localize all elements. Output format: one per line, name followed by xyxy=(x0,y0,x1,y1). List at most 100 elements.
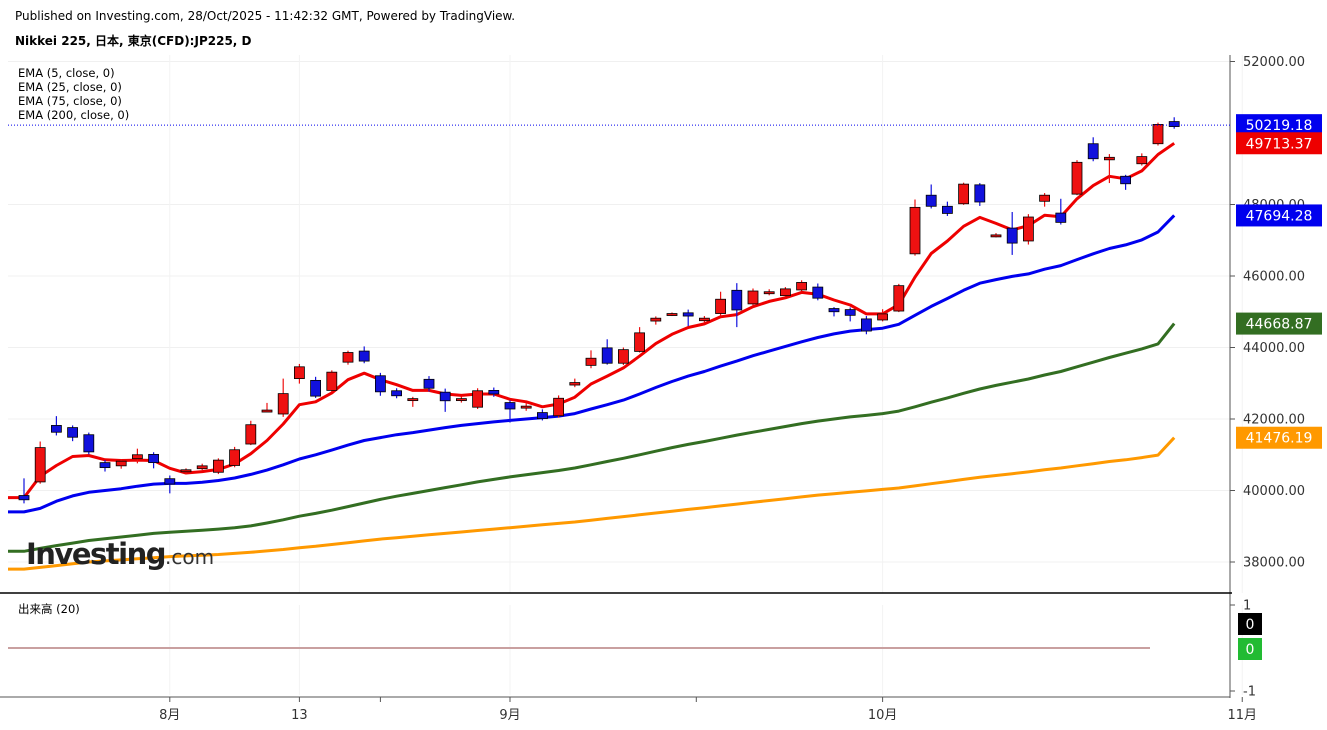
candle xyxy=(650,316,662,325)
legend-ema5[interactable]: EMA (5, close, 0) xyxy=(18,66,115,80)
candle xyxy=(277,378,289,417)
candle-body xyxy=(715,298,726,314)
candle-body xyxy=(1071,161,1083,195)
volume-y-tick-label: 1 xyxy=(1243,599,1251,614)
candle xyxy=(1039,193,1050,207)
candle-body xyxy=(1104,156,1115,161)
candle-body xyxy=(374,375,386,393)
candle-body xyxy=(828,308,840,313)
candle-body xyxy=(407,398,419,402)
candle xyxy=(18,478,30,504)
ema200-value-tag-bg xyxy=(1236,426,1322,449)
candle xyxy=(310,376,322,398)
candle-body xyxy=(51,425,62,433)
candle xyxy=(196,463,208,471)
candle xyxy=(99,460,111,472)
candle xyxy=(148,452,160,469)
candle-body xyxy=(601,347,613,364)
candle-body xyxy=(553,397,564,417)
candle-body xyxy=(1039,194,1050,202)
volume-y-tick-label: -1 xyxy=(1243,685,1256,700)
candle xyxy=(634,327,645,353)
candle-body xyxy=(358,350,370,362)
candle xyxy=(374,372,386,396)
candle xyxy=(472,388,484,409)
publisher-line: Published on Investing.com, 28/Oct/2025 … xyxy=(15,9,516,23)
candle-body xyxy=(650,317,662,322)
candle-body xyxy=(666,313,678,316)
volume-legend[interactable]: 出来高 (20) xyxy=(18,602,80,616)
logo-dotcom: .com xyxy=(164,545,215,569)
ema-lines xyxy=(8,142,1176,571)
candle-body xyxy=(391,390,403,397)
candle-body xyxy=(115,460,127,467)
candle-body xyxy=(34,447,46,483)
candle xyxy=(958,182,969,205)
candle xyxy=(974,183,986,206)
candle xyxy=(1136,153,1148,166)
candle-body xyxy=(342,352,354,363)
ema25-value-tag: 47694.28 xyxy=(1246,208,1313,224)
candle-body xyxy=(472,390,484,408)
ema-line xyxy=(8,142,1176,500)
symbol-title: Nikkei 225, 日本, 東京(CFD):JP225, D xyxy=(15,34,252,48)
candle xyxy=(391,388,403,399)
candle xyxy=(601,339,613,365)
x-tick-label: 8月 xyxy=(159,708,180,723)
ema-line xyxy=(8,322,1176,553)
candle xyxy=(504,400,516,423)
x-tick-label: 10月 xyxy=(868,708,898,723)
candle-body xyxy=(261,409,273,413)
candle-body xyxy=(1136,156,1148,165)
candle xyxy=(990,233,1002,238)
x-tick-label: 9月 xyxy=(499,708,520,723)
chart-frame xyxy=(0,55,1232,698)
candle-body xyxy=(909,206,921,255)
volume-value-tag-bg xyxy=(1238,638,1262,660)
candle xyxy=(83,432,95,455)
candle-body xyxy=(229,449,241,466)
candle xyxy=(293,363,305,384)
candle-body xyxy=(796,282,807,291)
candle-body xyxy=(1152,124,1164,145)
candle xyxy=(1168,117,1180,129)
candle xyxy=(164,475,176,494)
candle xyxy=(261,402,273,413)
candle xyxy=(747,288,759,306)
candle xyxy=(1152,122,1164,146)
ema-legend: EMA (5, close, 0) EMA (25, close, 0) EMA… xyxy=(18,66,129,122)
candle xyxy=(1104,154,1115,184)
candle-body xyxy=(1055,212,1067,223)
candle xyxy=(455,396,467,403)
candle-body xyxy=(958,183,969,205)
candle xyxy=(488,387,500,397)
x-tick-label: 13 xyxy=(291,708,308,723)
candle-body xyxy=(812,286,824,299)
candle-body xyxy=(731,289,743,311)
volume-value-tag-bg xyxy=(1238,613,1262,635)
legend-ema200[interactable]: EMA (200, close, 0) xyxy=(18,108,130,122)
candle xyxy=(1006,212,1018,255)
candle-body xyxy=(763,291,775,295)
candle xyxy=(326,370,338,393)
candle-body xyxy=(277,393,289,415)
candle-body xyxy=(83,434,95,453)
ema75-value-tag-bg xyxy=(1236,312,1322,335)
candle xyxy=(423,376,435,392)
candle xyxy=(925,184,937,209)
candle-body xyxy=(780,288,791,297)
candle-body xyxy=(1023,216,1034,242)
candle xyxy=(666,312,678,317)
candle-body xyxy=(164,478,176,485)
candle-body xyxy=(99,462,111,469)
candle xyxy=(180,468,192,474)
candle xyxy=(861,316,872,335)
legend-ema25[interactable]: EMA (25, close, 0) xyxy=(18,80,122,94)
candle xyxy=(796,280,807,292)
legend-ema75[interactable]: EMA (75, close, 0) xyxy=(18,94,122,108)
candle xyxy=(780,287,791,298)
candle xyxy=(699,316,710,324)
candle-body xyxy=(18,495,30,501)
candle-body xyxy=(520,405,532,409)
